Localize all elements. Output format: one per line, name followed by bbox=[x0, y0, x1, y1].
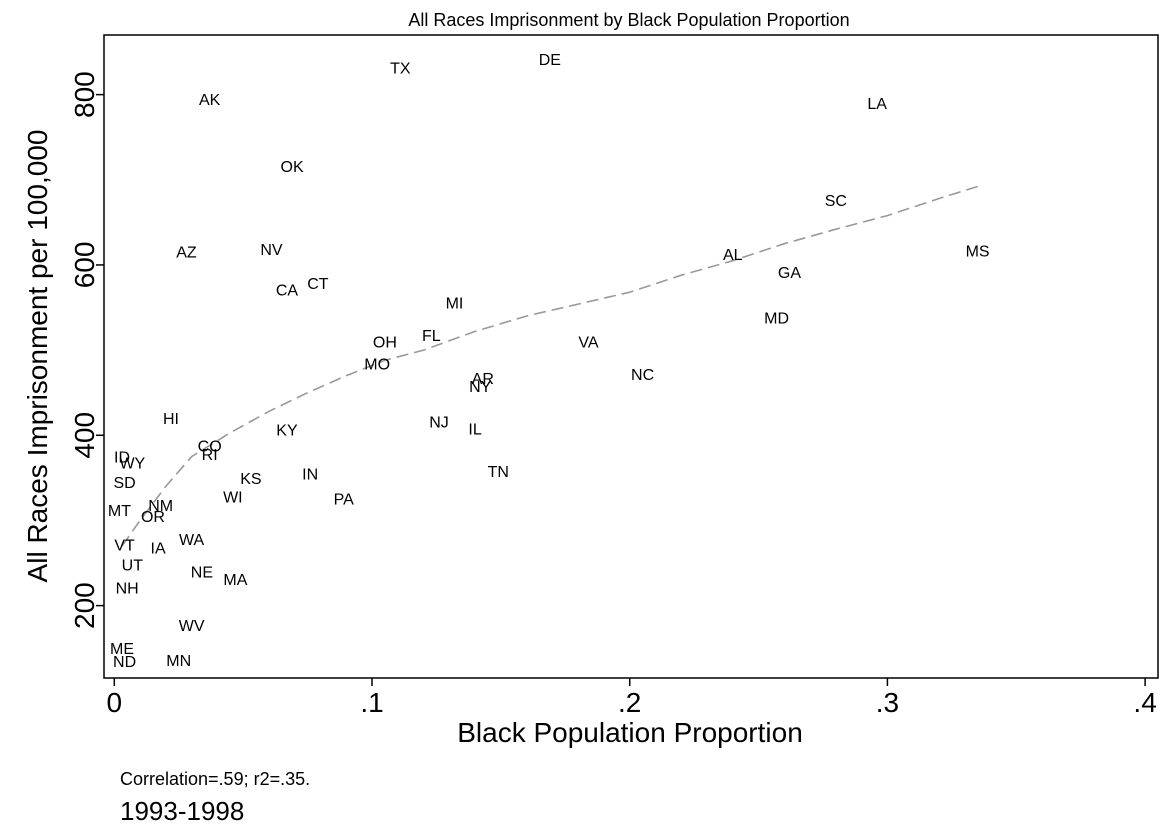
x-axis-label: Black Population Proportion bbox=[457, 717, 803, 748]
state-point-in: IN bbox=[302, 467, 318, 484]
y-tick-label: 800 bbox=[69, 71, 100, 118]
state-point-ct: CT bbox=[307, 276, 329, 293]
x-tick-label: 0 bbox=[107, 687, 123, 718]
fit-line bbox=[121, 184, 981, 547]
state-point-nm: NM bbox=[148, 498, 173, 515]
state-point-tx: TX bbox=[390, 60, 411, 77]
state-point-ut: UT bbox=[122, 558, 144, 575]
state-point-me: ME bbox=[110, 641, 134, 658]
y-axis-ticks: 200 400 600 800 bbox=[69, 71, 104, 629]
state-point-nd: ND bbox=[113, 654, 136, 671]
state-point-sc: SC bbox=[825, 193, 847, 210]
state-point-tn: TN bbox=[488, 464, 509, 481]
state-point-va: VA bbox=[578, 335, 598, 352]
correlation-caption: Correlation=.59; r2=.35. bbox=[120, 769, 311, 789]
state-point-vt: VT bbox=[114, 537, 135, 554]
plot-frame bbox=[103, 34, 1159, 679]
state-point-az: AZ bbox=[176, 244, 197, 261]
state-point-mi: MI bbox=[446, 295, 464, 312]
state-point-ma: MA bbox=[223, 572, 247, 589]
state-point-wa: WA bbox=[179, 532, 205, 549]
state-point-ia: IA bbox=[151, 541, 166, 558]
state-point-md: MD bbox=[764, 311, 789, 328]
state-point-il: IL bbox=[468, 421, 481, 438]
state-point-nj: NJ bbox=[429, 415, 449, 432]
state-point-ne: NE bbox=[191, 565, 213, 582]
state-point-nv: NV bbox=[260, 242, 283, 259]
state-point-mt: MT bbox=[108, 503, 131, 520]
period-label: 1993-1998 bbox=[120, 796, 245, 826]
state-point-mn: MN bbox=[166, 653, 191, 670]
state-point-ca: CA bbox=[276, 283, 299, 300]
state-point-de: DE bbox=[539, 52, 561, 69]
state-point-oh: OH bbox=[373, 335, 397, 352]
state-point-fl: FL bbox=[422, 328, 441, 345]
y-tick-label: 400 bbox=[69, 412, 100, 459]
chart-title: All Races Imprisonment by Black Populati… bbox=[408, 10, 849, 30]
state-point-ar: AR bbox=[472, 371, 494, 388]
state-point-ms: MS bbox=[966, 243, 990, 260]
state-point-wi: WI bbox=[223, 490, 243, 507]
state-point-pa: PA bbox=[334, 491, 354, 508]
state-point-wv: WV bbox=[179, 618, 205, 635]
state-point-ky: KY bbox=[276, 422, 298, 439]
state-point-wy: WY bbox=[119, 456, 145, 473]
state-point-id: ID bbox=[114, 450, 130, 467]
x-tick-label: .2 bbox=[618, 687, 641, 718]
x-tick-label: .1 bbox=[360, 687, 383, 718]
x-axis-ticks: 0 .1 .2 .3 .4 bbox=[107, 678, 1157, 718]
state-point-ks: KS bbox=[240, 471, 261, 488]
y-tick-label: 200 bbox=[69, 582, 100, 629]
state-point-hi: HI bbox=[163, 411, 179, 428]
state-point-co: CO bbox=[198, 438, 222, 455]
y-tick-label: 600 bbox=[69, 242, 100, 289]
state-point-ok: OK bbox=[281, 159, 304, 176]
state-point-or: OR bbox=[141, 509, 165, 526]
state-point-al: AL bbox=[723, 247, 743, 264]
x-tick-label: .3 bbox=[876, 687, 899, 718]
state-point-ak: AK bbox=[199, 92, 221, 109]
y-axis-label: All Races Imprisonment per 100,000 bbox=[22, 130, 53, 583]
state-point-ny: NY bbox=[469, 379, 492, 396]
x-tick-label: .4 bbox=[1133, 687, 1156, 718]
state-point-ri: RI bbox=[202, 447, 218, 464]
state-point-la: LA bbox=[867, 96, 887, 113]
state-labels: TX DE AK LA OK SC AZ NV MS AL GA CT CA MI MD FL VA OH MO NC… bbox=[108, 52, 990, 671]
state-point-ga: GA bbox=[778, 265, 801, 282]
fit-line-group bbox=[121, 184, 981, 547]
state-point-nh: NH bbox=[116, 581, 139, 598]
state-point-sd: SD bbox=[113, 475, 135, 492]
state-point-nc: NC bbox=[631, 367, 654, 384]
state-point-mo: MO bbox=[364, 357, 390, 374]
